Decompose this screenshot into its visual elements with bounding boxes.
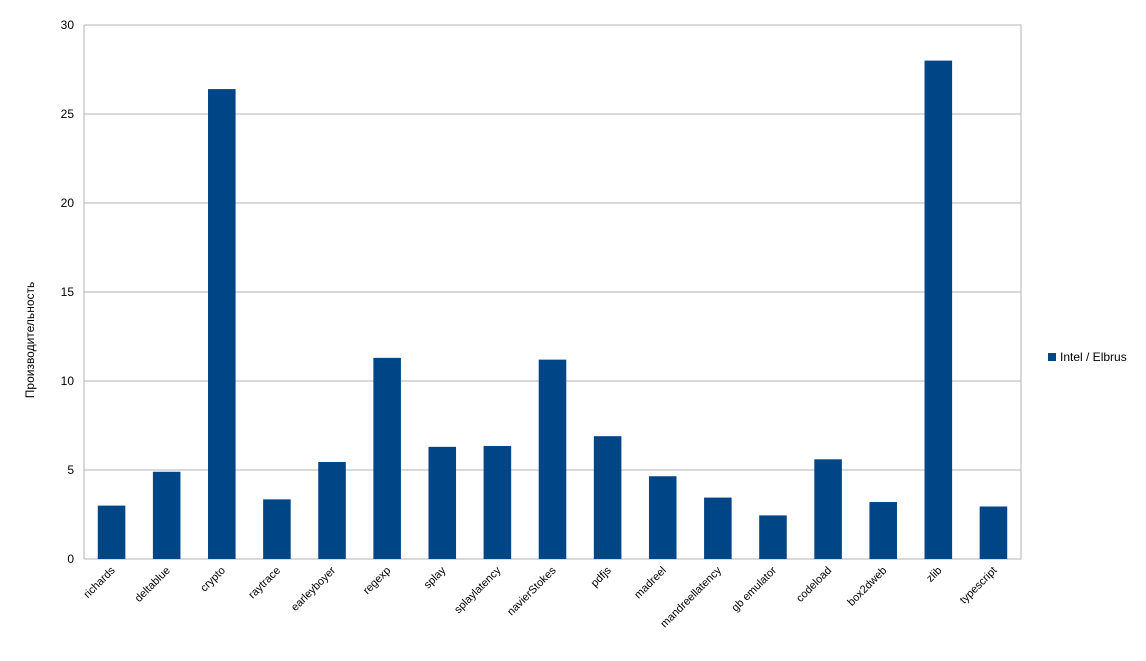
bars [97,60,1008,559]
bar-raytrace [263,499,291,559]
legend-swatch [1048,353,1056,361]
bar-richards [97,505,126,559]
bar-splay [428,446,457,559]
legend: Intel / Elbrus [1048,350,1127,364]
bar-madreel [648,476,677,559]
x-category-label: splaylatency [452,564,504,616]
x-category-label: madreel [632,565,669,602]
bar-pdfjs [593,436,622,559]
bar-typescript [979,506,1008,559]
y-tick-label: 20 [61,196,75,210]
x-axis-category-labels: richards deltablue crypto raytrace earleyboy… [82,564,1000,630]
bar-regexp [373,357,401,559]
bar-codeload [814,459,842,559]
bar-earleyboyer [318,461,346,559]
x-category-label: typescript [958,565,1000,607]
y-tick-label: 15 [61,285,75,299]
x-category-label: earleyboyer [289,564,338,613]
x-category-label: gb emulator [730,564,780,614]
x-category-label: raytrace [246,565,283,602]
y-axis-ticks: 0 5 10 15 20 25 30 [61,18,75,566]
x-category-label: pdfjs [589,564,614,589]
y-tick-label: 10 [61,374,75,388]
bar-navierStokes [538,359,567,559]
x-category-label: mandreellatency [658,564,724,630]
x-category-label: box2dweb [845,565,889,609]
bar-mandreellatency [704,497,732,559]
x-category-label: deltablue [133,565,173,605]
y-tick-label: 0 [67,552,74,566]
x-category-label: richards [82,564,119,601]
y-tick-label: 25 [61,107,75,121]
x-category-label: navierStokes [505,564,559,618]
y-tick-label: 30 [61,18,75,32]
x-category-label: splay [422,564,449,591]
bar-splaylatency [483,445,512,559]
x-category-label: crypto [198,565,228,595]
legend-entry: Intel / Elbrus [1060,350,1127,364]
bar-box2dweb [869,502,897,559]
x-category-label: codeload [794,565,834,605]
y-axis-label: Производительность [23,282,37,398]
x-category-label: regexp [361,565,393,597]
y-tick-label: 5 [67,463,74,477]
bar-zlib [924,60,953,559]
bar-crypto [208,89,236,559]
x-category-label: zlib [924,565,944,585]
bar-gb-emulator [759,515,787,559]
bar-deltablue [152,471,181,559]
